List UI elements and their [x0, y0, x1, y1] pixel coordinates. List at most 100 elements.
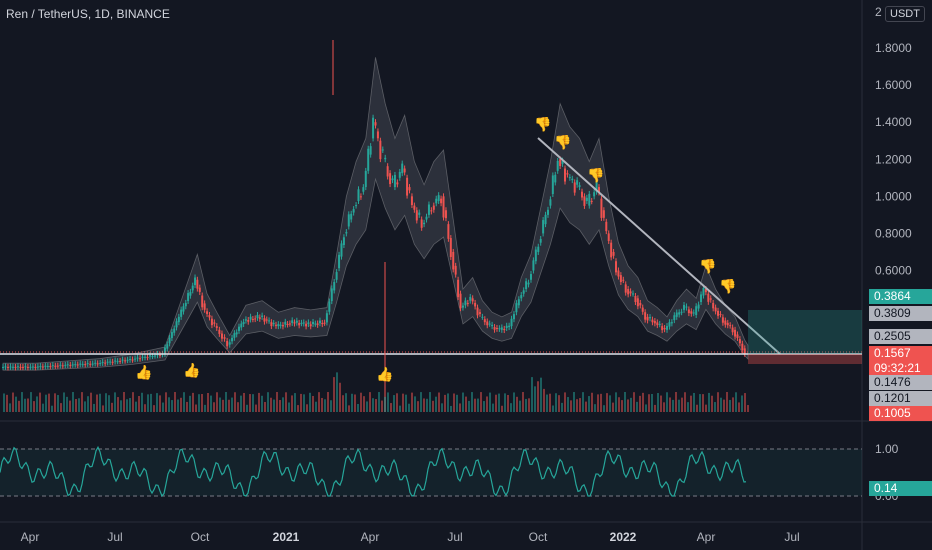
candle-body: [196, 279, 199, 289]
candle-body: [218, 329, 221, 334]
volume-bar: [714, 402, 716, 412]
candle-body: [136, 357, 139, 359]
candle-body: [406, 177, 409, 196]
volume-bar: [399, 405, 401, 412]
volume-bar: [186, 401, 188, 412]
rsi-line: [0, 445, 747, 498]
candle-body: [615, 261, 618, 273]
volume-bar: [42, 403, 44, 412]
volume-bar: [741, 395, 743, 412]
candle-body: [702, 287, 705, 296]
candle-body: [605, 221, 608, 232]
volume-bar: [549, 393, 551, 412]
volume-bar: [480, 392, 482, 412]
candle-body: [284, 321, 287, 325]
volume-bar: [501, 405, 503, 412]
volume-bar: [582, 392, 584, 412]
candle-body: [305, 323, 308, 327]
volume-bar: [87, 396, 89, 412]
volume-bar: [699, 394, 701, 412]
candle-body: [56, 365, 59, 367]
candle-body: [240, 323, 243, 328]
candle-body: [585, 197, 588, 201]
candle-body: [595, 181, 598, 192]
volume-bar: [138, 396, 140, 412]
candle-body: [19, 366, 22, 368]
candle-body: [515, 303, 518, 313]
candle-body: [265, 319, 268, 321]
candle-body: [440, 198, 443, 204]
candle-body: [314, 323, 317, 325]
candle-body: [457, 279, 460, 298]
candle-body: [544, 214, 547, 225]
volume-bar: [276, 392, 278, 412]
volume-bar: [129, 398, 131, 412]
volume-bar: [219, 397, 221, 412]
candle-body: [170, 332, 173, 339]
candle-body: [393, 174, 396, 188]
volume-bar: [516, 396, 518, 412]
candle-body: [634, 295, 637, 303]
volume-bar: [636, 401, 638, 412]
candle-body: [131, 359, 134, 361]
candle-body: [413, 205, 416, 210]
candle-body: [743, 348, 746, 354]
candle-body: [291, 320, 294, 323]
candle-body: [256, 314, 259, 318]
volume-bar: [591, 392, 593, 412]
candle-body: [510, 318, 513, 327]
candle-body: [111, 361, 114, 363]
volume-bar: [528, 398, 530, 412]
volume-bar: [111, 402, 113, 412]
candle-body: [447, 224, 450, 239]
candle-body: [636, 298, 639, 307]
volume-bar: [720, 397, 722, 412]
candle-body: [512, 314, 515, 320]
candle-body: [666, 326, 669, 330]
candle-body: [328, 301, 331, 312]
candle-body: [534, 249, 537, 262]
volume-bar: [576, 399, 578, 412]
volume-bar: [144, 404, 146, 412]
candle-body: [573, 182, 576, 193]
candle-body: [295, 320, 298, 323]
volume-bar: [396, 393, 398, 412]
candle-body: [86, 363, 89, 365]
candle-body: [101, 362, 104, 364]
currency-button[interactable]: USDT: [885, 6, 925, 22]
price-tag: 0.2505: [869, 329, 932, 344]
candle-body: [359, 196, 362, 198]
chart-title: Ren / TetherUS, 1D, BINANCE: [6, 7, 170, 21]
candle-body: [622, 279, 625, 281]
volume-bar: [618, 397, 620, 412]
volume-bar: [639, 395, 641, 412]
volume-bar: [318, 392, 320, 412]
volume-bar: [339, 382, 341, 412]
volume-bar: [81, 392, 83, 412]
candle-body: [578, 185, 581, 188]
candle-body: [235, 332, 238, 335]
volume-bar: [744, 393, 746, 412]
volume-bar: [351, 393, 353, 412]
candle-body: [612, 251, 615, 256]
candle-body: [471, 298, 474, 302]
volume-bar: [78, 398, 80, 412]
volume-bar: [54, 393, 56, 412]
candle-body: [54, 365, 57, 367]
candle-body: [590, 200, 593, 202]
volume-bar: [249, 394, 251, 412]
volume-bar: [393, 395, 395, 412]
volume-bar: [648, 394, 650, 412]
candle-body: [675, 312, 678, 317]
candle-body: [74, 364, 77, 366]
volume-bar: [240, 395, 242, 412]
x-tick-label: Apr: [21, 530, 40, 544]
volume-bar: [483, 401, 485, 412]
resistance-trendline: [537, 137, 781, 355]
volume-bar: [498, 393, 500, 412]
candle-body: [427, 204, 430, 215]
candle-body: [277, 324, 280, 327]
volume-bar: [261, 395, 263, 412]
thumbs-down-icon: 👎: [534, 116, 551, 133]
